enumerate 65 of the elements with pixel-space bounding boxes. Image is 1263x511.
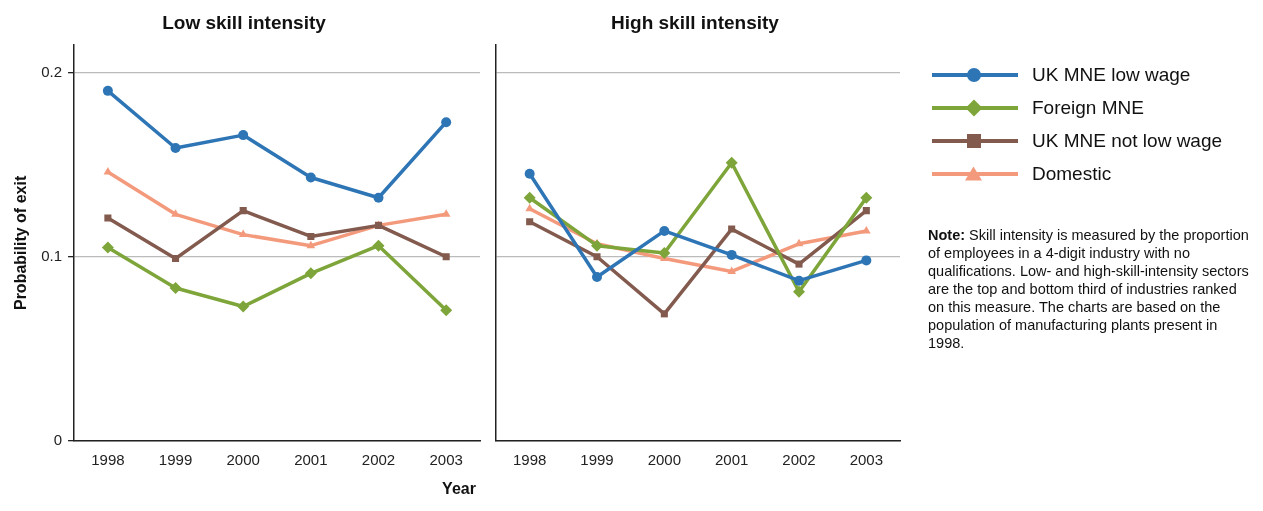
point [238,130,249,141]
legend-label: UK MNE not low wage [1032,129,1223,152]
point [172,255,180,263]
point [659,225,670,236]
x-tick-label: 2001 [294,451,328,469]
point [306,240,316,249]
point [442,253,450,261]
x-tick-label: 1998 [512,451,547,469]
point [524,168,535,179]
point [525,203,534,212]
point [862,225,871,234]
point [373,192,384,203]
point [372,239,385,252]
point [862,207,870,215]
point [725,156,738,169]
point [307,232,315,240]
y-axis-title: Probability of exit [12,175,30,311]
point [727,266,736,274]
point [660,310,668,318]
point [795,260,803,268]
point [441,117,452,128]
point [793,285,805,298]
y-tick-label: 0.2 [41,62,63,80]
point [591,239,603,252]
point [861,255,872,266]
point [593,253,601,261]
y-tick-label: 0.1 [41,246,63,264]
point [658,247,671,260]
x-tick-label: 2003 [429,451,463,469]
chart-title: Low skill intensity [162,11,327,33]
point [304,267,317,280]
point [794,275,804,286]
x-tick-label: 1999 [580,451,614,469]
point [441,209,451,217]
point [728,225,736,233]
point [169,282,182,295]
point [592,271,602,282]
point [170,143,181,153]
x-tick-label: 2000 [226,451,260,469]
legend-label: Foreign MNE [1032,96,1144,119]
x-tick-label: 1999 [158,451,193,469]
x-tick-label: 2002 [782,451,816,469]
y-tick-label: 0 [53,431,63,449]
point [526,218,534,226]
x-tick-label: 1998 [91,451,125,469]
legend-label: UK MNE low wage [1032,63,1191,86]
text: Note: Skill intensity is measured by the proportion of employees in a 4-digit industry with no qualifications. Low- and high-skill-intensity sectors are the top and bottom third of industries ranked on this measure. The charts are based on the population of manufacturing plants present in 1998. [928,227,1249,351]
point [237,300,250,313]
point [726,249,737,260]
x-tick-label: 2000 [647,451,682,469]
point [239,207,247,215]
point [102,85,113,96]
point [305,172,316,183]
legend-label: Domestic [1032,162,1112,185]
point [523,191,536,204]
x-axis-title: Year [441,480,477,498]
point [101,241,114,254]
point [104,214,112,222]
point [440,304,453,317]
x-tick-label: 2003 [849,451,884,469]
point [860,191,873,204]
x-tick-label: 2001 [714,451,749,469]
x-tick-label: 2002 [361,451,396,469]
point [238,229,248,238]
chart-title: High skill intensity [611,11,780,33]
